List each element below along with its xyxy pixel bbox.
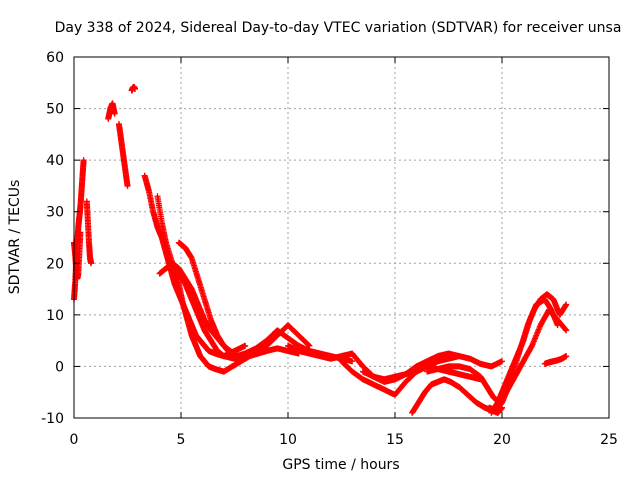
y-tick-label: 40	[46, 153, 64, 169]
data-point	[242, 342, 249, 349]
y-tick-label: 10	[46, 308, 64, 324]
data-point	[563, 353, 570, 360]
x-tick-label: 0	[70, 432, 79, 448]
data-point	[349, 358, 356, 365]
y-tick-label: -10	[41, 411, 64, 427]
x-tick-label: 25	[600, 432, 618, 448]
y-tick-label: 30	[46, 205, 64, 221]
data-point	[88, 260, 95, 267]
data-point	[131, 85, 138, 92]
series-late-tail	[541, 353, 570, 367]
data-point	[563, 327, 570, 334]
x-tick-label: 20	[493, 432, 511, 448]
x-tick-label: 15	[386, 432, 404, 448]
series-peak-c	[128, 83, 138, 94]
x-axis-label: GPS time / hours	[282, 457, 399, 473]
axis-ticks: 0 5 10 15 20 25 -10 0 10 20 30 40 50 60	[41, 50, 618, 448]
y-tick-label: 60	[46, 50, 64, 66]
data-points	[71, 83, 570, 416]
plot-frame	[73, 56, 610, 419]
series-late-low	[409, 376, 505, 416]
data-point	[305, 342, 312, 349]
data-point	[124, 182, 131, 189]
data-point	[554, 322, 561, 329]
series-peak-b	[115, 121, 131, 189]
y-tick-label: 20	[46, 256, 64, 272]
data-point	[80, 157, 87, 164]
chart-title: Day 338 of 2024, Sidereal Day-to-day VTE…	[55, 20, 622, 36]
series-peak-a	[105, 100, 118, 122]
data-point	[77, 229, 84, 236]
series-early-burst-b	[71, 229, 84, 282]
series-early-burst-a	[71, 157, 87, 303]
y-axis-label: SDTVAR / TECUs	[7, 180, 23, 295]
x-tick-label: 10	[279, 432, 297, 448]
series-early-burst-c	[83, 198, 95, 267]
data-point	[306, 342, 313, 349]
data-point	[499, 358, 505, 365]
y-tick-label: 0	[55, 359, 64, 375]
data-point	[563, 301, 570, 308]
y-tick-label: 50	[46, 102, 64, 118]
series-wave-c	[156, 260, 302, 360]
x-tick-label: 5	[177, 432, 186, 448]
data-point	[111, 110, 118, 117]
series-late-climb	[488, 296, 561, 416]
series-midday-mid	[359, 353, 505, 383]
